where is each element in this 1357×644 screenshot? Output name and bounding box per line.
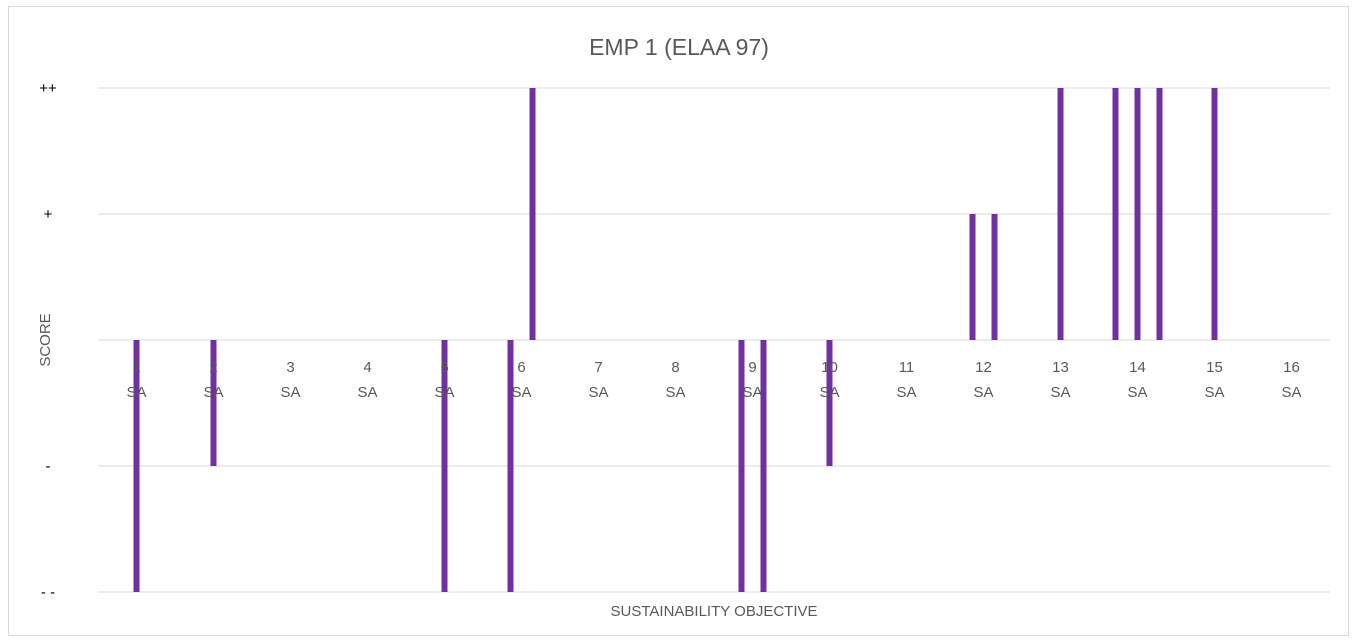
category-number-label: 16 bbox=[1283, 359, 1300, 376]
category-sa-label: SA bbox=[1281, 384, 1301, 401]
category-sa-label: SA bbox=[973, 384, 993, 401]
y-tick-label: ++ bbox=[39, 80, 57, 97]
chart-frame bbox=[8, 6, 1349, 636]
category-number-label: 13 bbox=[1052, 359, 1069, 376]
bar bbox=[826, 340, 833, 466]
y-tick-label: - bbox=[46, 458, 51, 475]
category-number-label: 1 bbox=[132, 359, 140, 376]
bar bbox=[133, 340, 140, 592]
bar bbox=[760, 340, 767, 592]
category-labels: 1 SA 2 SA 3 SA 4 SA 5 SA 6 SA 7 SA 8 SA 9 SA 10 SA 11 SA 12 SA 1… bbox=[126, 359, 1301, 401]
bar bbox=[969, 214, 976, 340]
y-tick-label: + bbox=[44, 206, 53, 223]
bar bbox=[529, 88, 536, 340]
category-number-label: 15 bbox=[1206, 359, 1223, 376]
y-tick-label: - - bbox=[41, 584, 55, 601]
bar bbox=[738, 340, 745, 592]
category-sa-label: SA bbox=[511, 384, 531, 401]
category-number-label: 9 bbox=[748, 359, 756, 376]
y-axis-title: SCORE bbox=[37, 313, 54, 366]
bar bbox=[507, 340, 514, 592]
category-sa-label: SA bbox=[280, 384, 300, 401]
category-sa-label: SA bbox=[1204, 384, 1224, 401]
category-number-label: 8 bbox=[671, 359, 679, 376]
category-sa-label: SA bbox=[126, 384, 146, 401]
bar bbox=[1134, 88, 1141, 340]
bar bbox=[1211, 88, 1218, 340]
chart-title: EMP 1 (ELAA 97) bbox=[589, 34, 769, 60]
category-number-label: 7 bbox=[594, 359, 602, 376]
bar bbox=[991, 214, 998, 340]
category-sa-label: SA bbox=[1050, 384, 1070, 401]
category-number-label: 14 bbox=[1129, 359, 1146, 376]
category-sa-label: SA bbox=[819, 384, 839, 401]
category-number-label: 12 bbox=[975, 359, 992, 376]
category-number-label: 4 bbox=[363, 359, 371, 376]
category-sa-label: SA bbox=[588, 384, 608, 401]
bar bbox=[441, 340, 448, 592]
x-axis-title: SUSTAINABILITY OBJECTIVE bbox=[611, 603, 818, 620]
category-sa-label: SA bbox=[203, 384, 223, 401]
category-sa-label: SA bbox=[357, 384, 377, 401]
gridlines bbox=[98, 87, 1330, 593]
category-sa-label: SA bbox=[742, 384, 762, 401]
category-number-label: 6 bbox=[517, 359, 525, 376]
category-number-label: 2 bbox=[209, 359, 217, 376]
bars bbox=[133, 88, 1218, 592]
bar bbox=[210, 340, 217, 466]
category-number-label: 5 bbox=[440, 359, 448, 376]
category-sa-label: SA bbox=[434, 384, 454, 401]
category-sa-label: SA bbox=[896, 384, 916, 401]
category-sa-label: SA bbox=[1127, 384, 1147, 401]
category-sa-label: SA bbox=[665, 384, 685, 401]
category-number-label: 10 bbox=[821, 359, 838, 376]
y-tick-labels: +++-- - bbox=[39, 80, 57, 601]
bar bbox=[1057, 88, 1064, 340]
bar bbox=[1112, 88, 1119, 340]
category-number-label: 3 bbox=[286, 359, 294, 376]
bar bbox=[1156, 88, 1163, 340]
category-number-label: 11 bbox=[899, 359, 915, 376]
